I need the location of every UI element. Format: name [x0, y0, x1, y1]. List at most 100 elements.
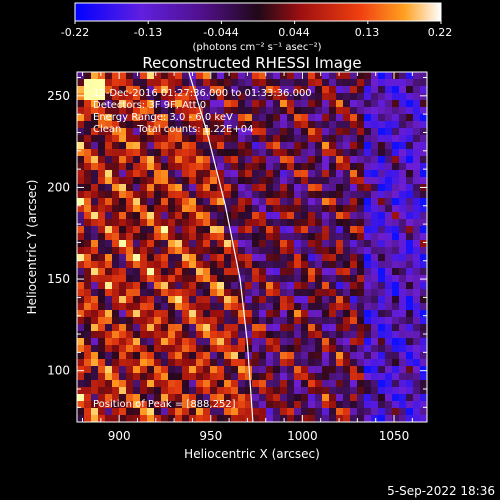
heatmap-cell	[140, 149, 148, 157]
heatmap-cell	[168, 408, 176, 416]
heatmap-cell	[280, 317, 288, 325]
heatmap-cell	[378, 310, 386, 318]
heatmap-cell	[133, 184, 141, 192]
heatmap-cell	[133, 121, 141, 129]
heatmap-cell	[385, 380, 393, 388]
heatmap-cell	[77, 142, 85, 150]
heatmap-cell	[280, 128, 288, 136]
heatmap-cell	[308, 135, 316, 143]
heatmap-cell	[406, 184, 414, 192]
heatmap-cell	[280, 275, 288, 283]
heatmap-cell	[133, 415, 141, 422]
heatmap-cell	[91, 324, 99, 332]
heatmap-cell	[371, 177, 379, 185]
heatmap-cell	[259, 184, 267, 192]
heatmap-cell	[322, 359, 330, 367]
heatmap-cell	[126, 394, 134, 402]
heatmap-cell	[91, 128, 99, 136]
heatmap-cell	[175, 135, 183, 143]
heatmap-cell	[259, 240, 267, 248]
heatmap-cell	[105, 198, 113, 206]
heatmap-cell	[280, 338, 288, 346]
heatmap-cell	[266, 198, 274, 206]
heatmap-cell	[329, 233, 337, 241]
heatmap-cell	[385, 317, 393, 325]
heatmap-cell	[252, 128, 260, 136]
heatmap-cell	[294, 135, 302, 143]
heatmap-cell	[203, 366, 211, 374]
heatmap-cell	[98, 121, 106, 129]
heatmap-cell	[168, 156, 176, 164]
heatmap-cell	[161, 359, 169, 367]
heatmap-cell	[161, 107, 169, 115]
heatmap-cell	[280, 156, 288, 164]
heatmap-cell	[266, 345, 274, 353]
heatmap-cell	[385, 121, 393, 129]
heatmap-cell	[301, 401, 309, 409]
heatmap-cell	[280, 380, 288, 388]
heatmap-cell	[168, 233, 176, 241]
heatmap-cell	[133, 233, 141, 241]
heatmap-cell	[84, 170, 92, 178]
heatmap-cell	[112, 247, 120, 255]
heatmap-cell	[378, 331, 386, 339]
heatmap-cell	[210, 142, 218, 150]
heatmap-cell	[217, 142, 225, 150]
heatmap-cell	[105, 387, 113, 395]
heatmap-cell	[399, 219, 407, 227]
heatmap-cell	[322, 366, 330, 374]
heatmap-cell	[329, 107, 337, 115]
heatmap-cell	[399, 184, 407, 192]
heatmap-cell	[308, 107, 316, 115]
heatmap-cell	[196, 205, 204, 213]
heatmap-cell	[112, 261, 120, 269]
heatmap-cell	[112, 114, 120, 122]
heatmap-cell	[315, 261, 323, 269]
heatmap-cell	[315, 86, 323, 94]
heatmap-cell	[77, 338, 85, 346]
heatmap-cell	[77, 254, 85, 262]
heatmap-cell	[203, 163, 211, 171]
heatmap-cell	[245, 114, 253, 122]
heatmap-cell	[252, 240, 260, 248]
heatmap-cell	[329, 114, 337, 122]
heatmap-cell	[371, 240, 379, 248]
heatmap-cell	[294, 296, 302, 304]
heatmap-cell	[343, 247, 351, 255]
heatmap-cell	[420, 93, 427, 101]
heatmap-cell	[294, 303, 302, 311]
heatmap-cell	[238, 359, 246, 367]
heatmap-cell	[168, 177, 176, 185]
heatmap-cell	[203, 107, 211, 115]
heatmap-cell	[91, 380, 99, 388]
heatmap-cell	[385, 247, 393, 255]
heatmap-cell	[231, 212, 239, 220]
heatmap-cell	[364, 261, 372, 269]
heatmap-cell	[168, 100, 176, 108]
heatmap-cell	[98, 72, 106, 80]
heatmap-cell	[350, 247, 358, 255]
heatmap-cell	[245, 296, 253, 304]
heatmap-cell	[161, 296, 169, 304]
heatmap-cell	[301, 114, 309, 122]
heatmap-cell	[189, 100, 197, 108]
heatmap-cell	[315, 352, 323, 360]
heatmap-cell	[84, 219, 92, 227]
heatmap-cell	[357, 191, 365, 199]
heatmap-cell	[350, 86, 358, 94]
heatmap-cell	[371, 142, 379, 150]
heatmap-cell	[322, 247, 330, 255]
heatmap-cell	[126, 142, 134, 150]
heatmap-cell	[238, 156, 246, 164]
heatmap-cell	[112, 380, 120, 388]
heatmap-cell	[182, 156, 190, 164]
heatmap-cell	[91, 387, 99, 395]
heatmap-cell	[231, 191, 239, 199]
heatmap-cell	[399, 121, 407, 129]
heatmap-cell	[308, 345, 316, 353]
heatmap-cell	[77, 121, 85, 129]
heatmap-cell	[294, 254, 302, 262]
heatmap-cell	[112, 401, 120, 409]
heatmap-cell	[147, 114, 155, 122]
heatmap-cell	[315, 268, 323, 276]
